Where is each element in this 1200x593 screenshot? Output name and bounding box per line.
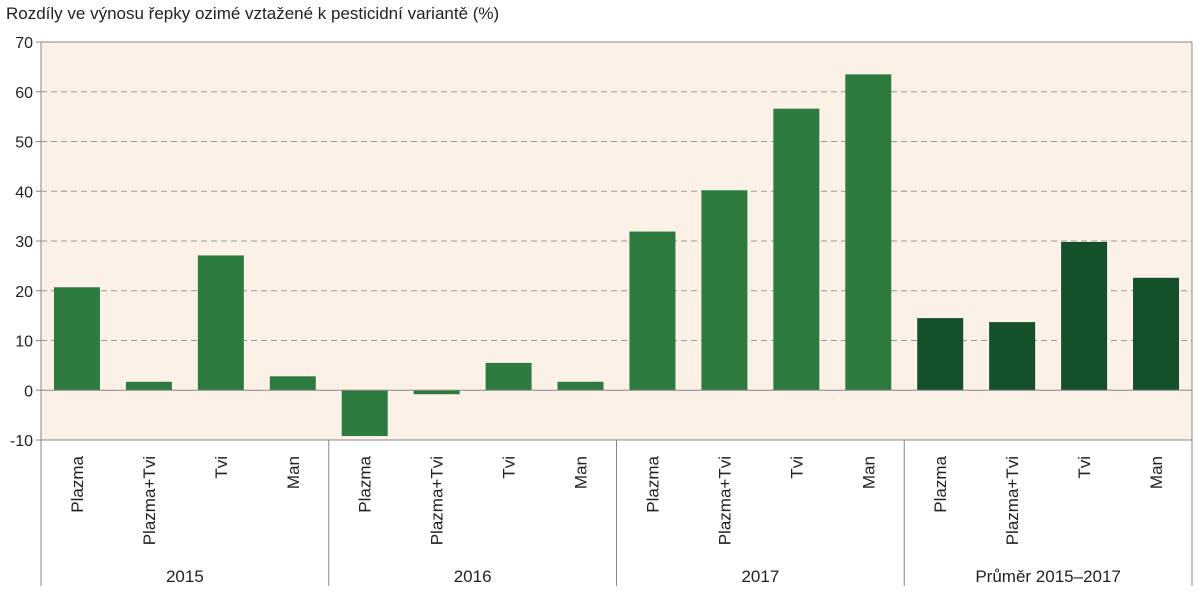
category-label: Plazma+Tvi bbox=[715, 456, 734, 545]
chart-title: Rozdíly ve výnosu řepky ozimé vztažené k… bbox=[6, 4, 500, 23]
y-tick-label: 30 bbox=[15, 234, 33, 251]
bar bbox=[125, 381, 172, 391]
category-label: Plazma bbox=[68, 455, 87, 512]
category-label: Plazma bbox=[643, 455, 662, 512]
y-tick-label: 40 bbox=[15, 184, 33, 201]
y-tick-label: 50 bbox=[15, 135, 33, 152]
category-label: Plazma+Tvi bbox=[1003, 456, 1022, 545]
category-label: Tvi bbox=[787, 456, 806, 479]
bar bbox=[197, 255, 244, 391]
category-label: Man bbox=[859, 456, 878, 489]
bar bbox=[989, 322, 1036, 391]
category-label: Plazma+Tvi bbox=[428, 456, 447, 545]
bar bbox=[845, 74, 892, 391]
bar bbox=[773, 108, 820, 391]
y-tick-label: 0 bbox=[24, 383, 33, 400]
bar bbox=[917, 318, 964, 391]
bar bbox=[269, 376, 316, 391]
bar bbox=[629, 231, 676, 391]
bar bbox=[557, 381, 604, 391]
group-label: Průměr 2015–2017 bbox=[975, 567, 1121, 586]
bar bbox=[701, 190, 748, 391]
group-label: 2015 bbox=[166, 567, 204, 586]
y-tick-label: -10 bbox=[10, 433, 33, 450]
bar bbox=[1133, 277, 1180, 391]
category-label: Tvi bbox=[1075, 456, 1094, 479]
category-label: Man bbox=[572, 456, 591, 489]
y-tick-label: 70 bbox=[15, 35, 33, 52]
category-label: Tvi bbox=[212, 456, 231, 479]
y-tick-label: 10 bbox=[15, 334, 33, 351]
y-tick-label: 60 bbox=[15, 85, 33, 102]
category-label: Plazma bbox=[356, 455, 375, 512]
bar bbox=[53, 287, 100, 391]
group-label: 2016 bbox=[454, 567, 492, 586]
y-tick-label: 20 bbox=[15, 284, 33, 301]
category-label: Man bbox=[1147, 456, 1166, 489]
bar bbox=[341, 390, 388, 437]
category-labels: Plazma Plazma+Tvi Tvi Man 2015 Plazma Plazma+T… bbox=[68, 455, 1166, 586]
group-label: 2017 bbox=[741, 567, 779, 586]
category-label: Man bbox=[284, 456, 303, 489]
category-label: Plazma+Tvi bbox=[140, 456, 159, 545]
bar bbox=[413, 390, 460, 395]
bar bbox=[485, 362, 532, 391]
axes: -10 0 10 20 30 40 50 60 70 bbox=[10, 35, 1193, 586]
category-label: Tvi bbox=[500, 456, 519, 479]
bar bbox=[1061, 241, 1108, 391]
category-label: Plazma bbox=[931, 455, 950, 512]
plot-area bbox=[41, 42, 1192, 440]
